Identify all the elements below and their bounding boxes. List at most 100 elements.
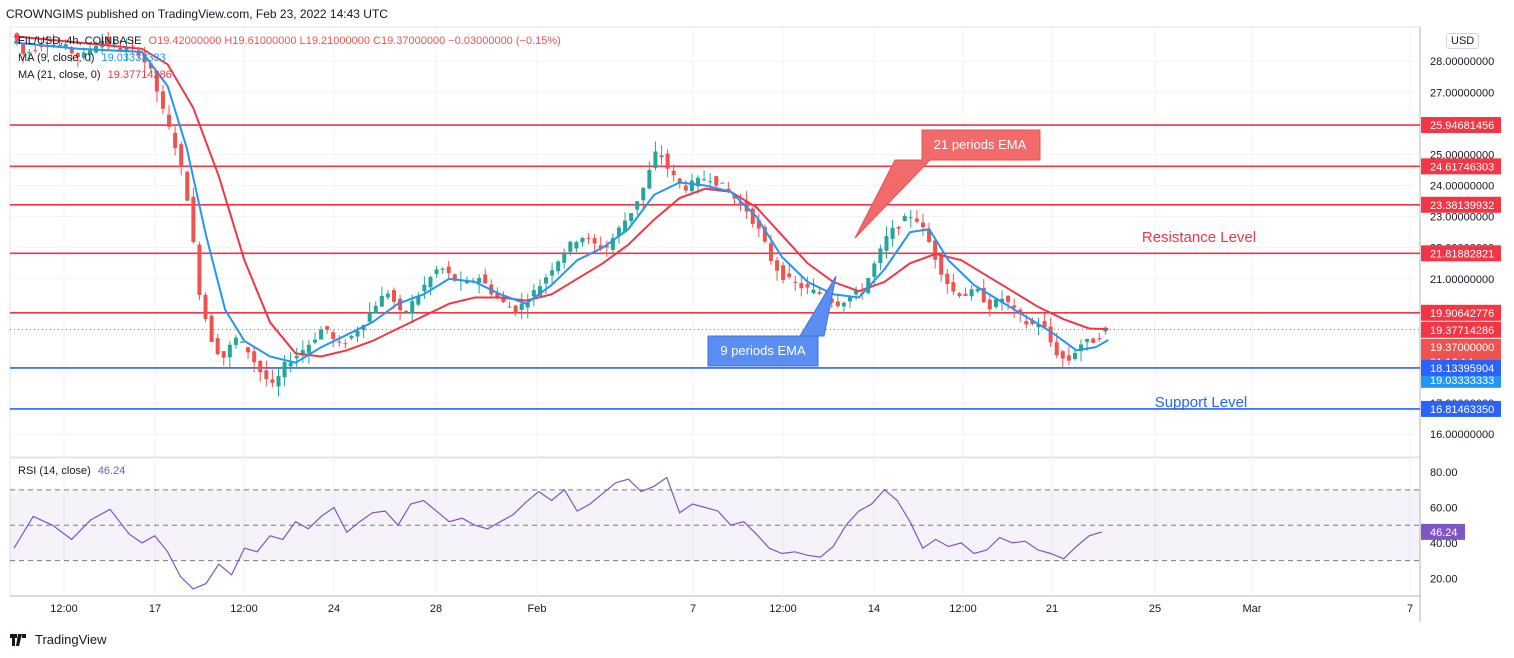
candle-down <box>1042 320 1047 328</box>
candle-up <box>580 238 585 243</box>
candle-up <box>1072 352 1077 359</box>
price-label-badge <box>1421 359 1501 376</box>
candle-up <box>568 241 573 252</box>
price-label-badge <box>1421 321 1501 338</box>
resistance-level-label: Resistance Level <box>1142 229 1256 246</box>
candle-down <box>945 273 950 285</box>
time-tick-label: 12:00 <box>230 603 258 615</box>
candle-down <box>896 226 901 229</box>
candle-up <box>641 187 646 201</box>
candle-down <box>1006 295 1011 303</box>
candle-down <box>191 196 196 243</box>
candle-up <box>428 276 433 288</box>
tradingview-brand: TradingView <box>35 632 107 647</box>
candle-down <box>215 338 220 355</box>
candle-up <box>300 350 305 356</box>
price-label-text: 19.03333333 <box>1430 375 1494 387</box>
candle-up <box>550 270 555 276</box>
candle-up <box>81 52 86 58</box>
candle-down <box>501 296 506 303</box>
currency-badge[interactable]: USD <box>1446 33 1480 49</box>
candle-down <box>483 274 488 284</box>
candle-down <box>799 283 804 289</box>
candle-down <box>197 244 202 295</box>
rsi-value-badge-text: 46.24 <box>1430 527 1458 539</box>
candle-down <box>1097 338 1102 340</box>
price-label-badge <box>1421 158 1501 175</box>
candle-up <box>434 269 439 275</box>
candle-down <box>787 273 792 277</box>
candle-down <box>1066 355 1071 361</box>
price-label-badge <box>1421 400 1501 417</box>
candle-up <box>866 278 871 294</box>
candle-up <box>884 236 889 251</box>
candle-up <box>574 242 579 249</box>
ema9-line[interactable] <box>13 41 1109 364</box>
candle-up <box>519 303 524 310</box>
time-axis-ticks: 12:00 17 12:00 24 28 Feb 7 12:00 14 12:00 21 25 Mar 7 <box>50 603 1413 615</box>
candle-up <box>993 299 998 307</box>
candle-down <box>762 226 767 242</box>
rsi-band <box>10 489 1420 562</box>
price-tick-label: 27.00000000 <box>1430 87 1494 99</box>
candle-down <box>142 54 147 63</box>
ema21-callout-box[interactable] <box>854 129 1041 239</box>
candle-up <box>1079 344 1084 352</box>
rsi-legend[interactable]: RSI (14, close) 46.24 <box>18 465 129 477</box>
time-tick-label: 25 <box>1149 603 1161 615</box>
candle-down <box>671 170 676 176</box>
candle-down <box>957 293 962 297</box>
time-tick-label: 24 <box>328 603 340 615</box>
candle-up <box>975 288 980 292</box>
candle-up <box>702 179 707 181</box>
price-label-text: 18.13395904 <box>1430 363 1494 375</box>
ema9-callout-box[interactable] <box>707 275 837 367</box>
candle-up <box>635 201 640 210</box>
candle-down <box>598 245 603 249</box>
candle-down <box>677 178 682 184</box>
ema21-line[interactable] <box>13 35 1109 358</box>
candle-up <box>410 301 415 314</box>
candle-down <box>1024 321 1029 325</box>
candle-up <box>288 362 293 367</box>
candle-up <box>525 302 530 308</box>
candle-down <box>987 299 992 310</box>
candle-up <box>811 289 816 294</box>
candle-down <box>1030 320 1035 324</box>
ema21-callout-text: 21 periods EMA <box>934 137 1027 152</box>
candle-down <box>15 33 20 44</box>
candle-down <box>398 298 403 311</box>
price-tick-label: 28.00000000 <box>1430 56 1494 68</box>
ma9-legend[interactable]: MA (9, close, 0) 19.03333333 <box>18 52 170 64</box>
candle-up <box>720 182 725 184</box>
candle-up <box>1000 298 1004 303</box>
candle-up <box>537 286 542 296</box>
candle-down <box>118 47 123 51</box>
candle-up <box>124 47 129 51</box>
candle-up <box>689 180 694 192</box>
candle-down <box>933 240 938 260</box>
candle-up <box>629 213 634 222</box>
candle-up <box>63 44 68 48</box>
ema-lines <box>13 35 1109 364</box>
rsi-line[interactable] <box>13 476 1103 590</box>
symbol-legend[interactable]: FIL/USD, 4h, COINBASE O19.42000000 H19.6… <box>18 35 565 47</box>
annotations: 21 periods EMA 9 periods EMA Resistance Le… <box>707 129 1256 411</box>
rsi-tick-label: 80.00 <box>1430 467 1458 479</box>
candle-down <box>392 290 396 302</box>
tradingview-footer[interactable]: TradingView <box>10 632 107 647</box>
ma21-legend[interactable]: MA (21, close, 0) 19.37714286 <box>18 69 176 81</box>
candle-up <box>464 281 469 284</box>
candle-down <box>270 379 275 383</box>
price-label-text: 19.37714286 <box>1430 325 1494 337</box>
candle-down <box>963 293 968 296</box>
candle-up <box>854 290 859 295</box>
candle-down <box>659 155 664 158</box>
candle-down <box>1091 338 1096 343</box>
price-label-text: 19.90642776 <box>1430 308 1494 320</box>
candle-up <box>404 310 409 312</box>
time-tick-label: 14 <box>868 603 880 615</box>
candle-down <box>927 230 932 243</box>
candle-up <box>623 220 628 233</box>
